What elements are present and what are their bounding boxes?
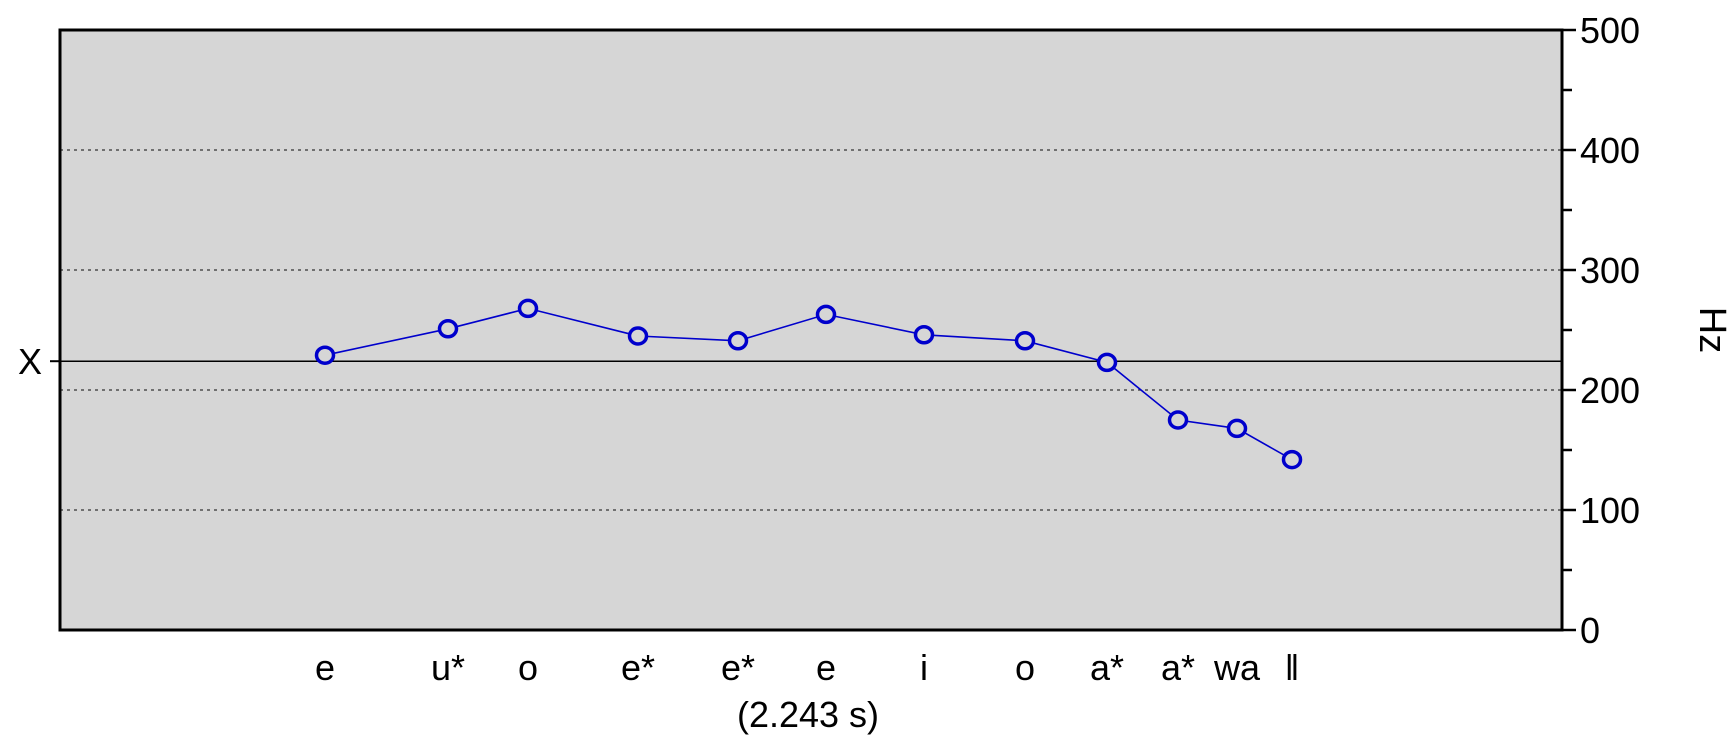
- segment-label: ǁ: [1285, 647, 1300, 688]
- reference-label: X: [18, 341, 42, 382]
- data-point: [314, 345, 336, 365]
- data-point: [1167, 410, 1189, 430]
- segment-label: e: [816, 647, 836, 688]
- y-tick-label: 400: [1580, 130, 1640, 171]
- segment-label: e: [315, 647, 335, 688]
- segment-label: e*: [721, 647, 755, 688]
- data-point: [1226, 418, 1248, 439]
- y-axis-title: Hz: [1691, 307, 1733, 353]
- data-point: [517, 298, 539, 319]
- segment-labels: e u* o e* e* e i o a* a* wa ǁ: [315, 647, 1299, 688]
- y-tick-label: 100: [1580, 490, 1640, 531]
- segment-label: u*: [431, 647, 465, 688]
- data-point: [437, 319, 459, 339]
- segment-label: e*: [621, 647, 655, 688]
- y-axis: 0 100 200 300 400 500: [1562, 10, 1640, 651]
- gridlines: [60, 149, 1562, 511]
- data-point: [815, 304, 837, 325]
- segment-label: a*: [1161, 647, 1195, 688]
- data-point: [1281, 449, 1303, 470]
- segment-label: a*: [1090, 647, 1124, 688]
- plot-background: [60, 30, 1562, 630]
- segment-label: i: [920, 647, 928, 688]
- y-tick-label: 500: [1580, 10, 1640, 51]
- y-tick-label: 300: [1580, 250, 1640, 291]
- segment-label: o: [518, 647, 538, 688]
- data-point: [727, 331, 749, 351]
- data-point: [1096, 352, 1118, 373]
- segment-label: o: [1015, 647, 1035, 688]
- data-point: [1014, 331, 1036, 351]
- duration-label: (2.243 s): [737, 694, 879, 735]
- data-point: [627, 326, 649, 346]
- y-tick-label: 200: [1580, 370, 1640, 411]
- data-point: [913, 325, 935, 345]
- y-tick-label: 0: [1580, 610, 1600, 651]
- series-line: [314, 298, 1303, 470]
- segment-label: wa: [1213, 647, 1261, 688]
